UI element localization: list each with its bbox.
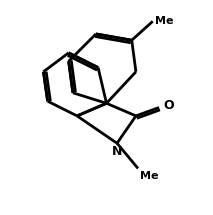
Text: N: N [112, 145, 122, 158]
Text: O: O [163, 99, 174, 112]
Text: Me: Me [140, 170, 159, 181]
Text: Me: Me [155, 16, 173, 26]
